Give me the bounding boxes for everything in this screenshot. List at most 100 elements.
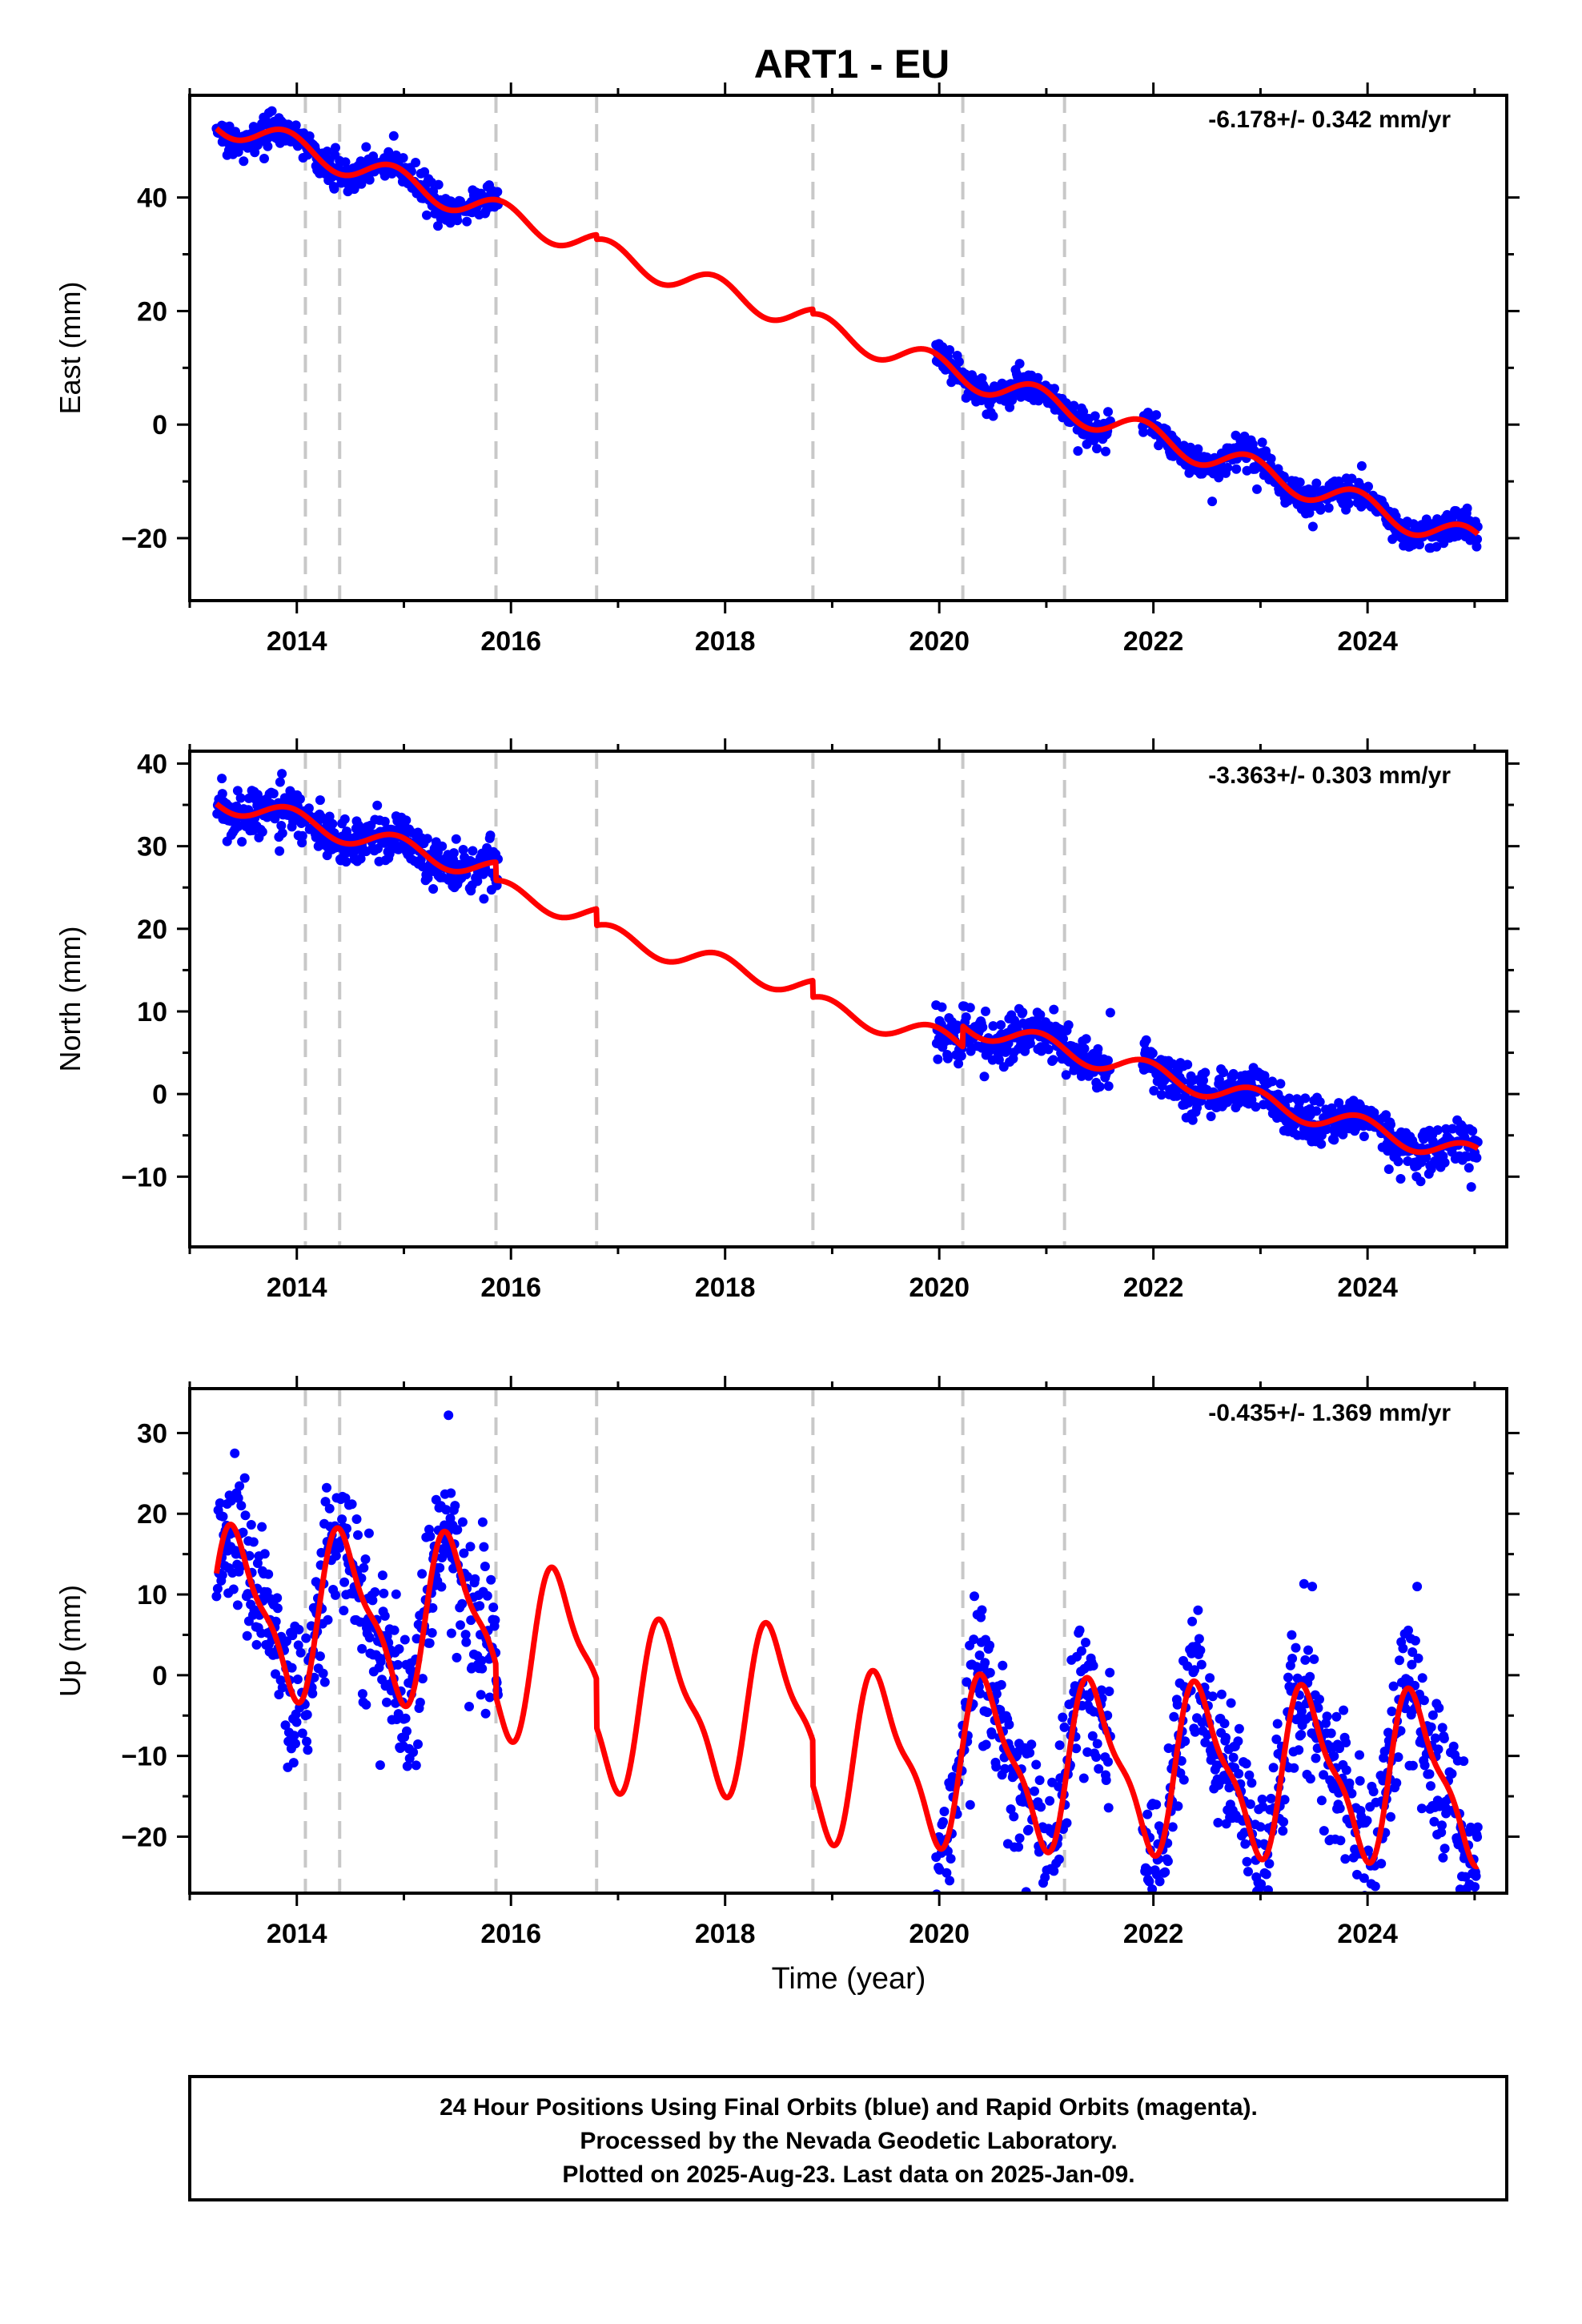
data-point (340, 157, 351, 167)
data-point (259, 1549, 270, 1559)
data-point (294, 1624, 304, 1634)
data-point (1062, 1818, 1072, 1828)
data-point (1300, 1093, 1311, 1104)
data-point (1151, 410, 1162, 420)
x-tick-label: 2016 (480, 626, 541, 657)
data-point (1341, 1765, 1351, 1775)
data-point (318, 1668, 328, 1679)
x-tick-label: 2018 (695, 1273, 756, 1303)
data-point (475, 1601, 485, 1611)
data-point (1026, 1739, 1037, 1750)
data-point (486, 1574, 496, 1585)
data-point (1417, 1673, 1427, 1683)
data-point (297, 1728, 307, 1739)
data-point (425, 1531, 436, 1542)
data-point (327, 818, 338, 829)
data-point (324, 1503, 335, 1514)
data-point (302, 1736, 311, 1747)
data-point (1470, 1882, 1480, 1892)
data-point (1266, 1915, 1275, 1924)
data-point (1073, 446, 1083, 456)
data-point (1266, 453, 1276, 464)
data-point (424, 1638, 435, 1648)
data-point (417, 1569, 428, 1579)
data-point (259, 154, 269, 163)
data-point (1263, 1910, 1272, 1920)
data-point (452, 1652, 462, 1663)
data-point (1032, 1899, 1042, 1908)
data-point (1416, 1803, 1427, 1814)
data-point (1219, 1719, 1230, 1729)
data-point (1344, 1778, 1355, 1788)
data-point (1335, 1835, 1346, 1846)
data-point (1261, 1920, 1271, 1930)
data-point (1268, 1763, 1279, 1773)
data-point (1014, 1842, 1024, 1852)
data-point (303, 803, 314, 814)
data-point (1267, 1076, 1278, 1087)
data-point (218, 1511, 228, 1522)
data-point (1154, 1876, 1165, 1887)
data-point (1316, 1139, 1327, 1149)
data-point (275, 777, 285, 787)
data-point (492, 187, 503, 197)
data-point (1069, 400, 1079, 411)
data-point (422, 210, 432, 220)
x-tick-label: 2024 (1337, 1919, 1398, 1949)
x-tick-label: 2020 (909, 1919, 970, 1949)
data-point (361, 1699, 371, 1710)
data-point (420, 167, 430, 177)
data-point (295, 794, 305, 804)
data-point (1374, 1896, 1383, 1905)
data-point (257, 826, 267, 837)
data-point (1407, 1760, 1418, 1771)
data-point (246, 1520, 256, 1530)
data-point (1296, 1730, 1307, 1739)
data-point (292, 1675, 303, 1684)
data-point (1213, 1818, 1223, 1827)
data-point (1149, 1905, 1158, 1915)
data-point (382, 1697, 391, 1707)
data-point (357, 1689, 367, 1699)
data-point (1393, 1156, 1403, 1167)
data-point (1272, 1719, 1283, 1729)
data-point (393, 1659, 403, 1670)
data-point (1004, 1719, 1014, 1730)
data-point (408, 1747, 419, 1757)
data-point (1305, 1774, 1315, 1784)
data-point (1466, 1182, 1476, 1192)
data-point (1315, 505, 1326, 515)
data-point (1472, 1822, 1483, 1832)
x-axis-label: Time (year) (772, 1962, 926, 1996)
data-point (1048, 1055, 1058, 1065)
data-point (323, 1614, 333, 1625)
data-point (945, 345, 955, 355)
data-point (1311, 1753, 1321, 1763)
data-point (435, 1562, 445, 1573)
data-point (480, 1562, 490, 1571)
data-point (437, 841, 448, 851)
data-point (977, 1605, 987, 1615)
rate-label: -6.178+/- 0.342 mm/yr (1208, 107, 1451, 133)
data-point (237, 837, 247, 847)
data-point (1426, 1722, 1436, 1732)
data-point (1162, 1856, 1173, 1867)
data-point (267, 106, 277, 116)
data-point (1043, 1044, 1054, 1055)
figure-title: ART1 - EU (754, 42, 950, 86)
data-point (1370, 1881, 1380, 1892)
data-point (1231, 464, 1242, 474)
data-point (1361, 1905, 1371, 1915)
data-point (1388, 1681, 1399, 1691)
x-tick-label: 2022 (1123, 1919, 1184, 1949)
data-point (235, 793, 246, 803)
data-point (1207, 1691, 1218, 1702)
data-point (1219, 1068, 1229, 1078)
data-point (1206, 1112, 1216, 1121)
data-point (1363, 481, 1373, 492)
data-point (1045, 1795, 1055, 1806)
data-point (1101, 446, 1110, 456)
data-point (1472, 1152, 1482, 1163)
data-point (230, 1448, 240, 1458)
data-point (490, 1615, 500, 1625)
